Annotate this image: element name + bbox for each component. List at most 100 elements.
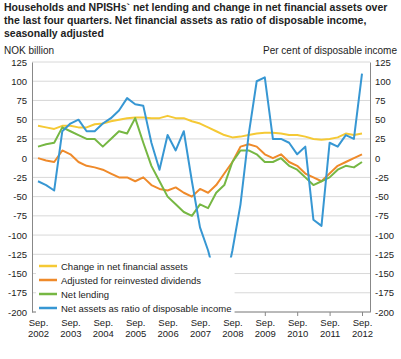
tick-label: -100 <box>375 230 394 241</box>
tick: -75 <box>370 210 389 221</box>
tick-mark <box>297 312 298 316</box>
tick-label: 75 <box>16 95 27 106</box>
tick-label: -200 <box>8 307 27 318</box>
tick-label: 50 <box>375 114 386 125</box>
tick-label: Sep.2010 <box>287 317 308 339</box>
legend-swatch <box>39 307 57 310</box>
tick-mark <box>265 312 266 316</box>
tick: 50 <box>370 114 386 125</box>
tick-label: 125 <box>11 57 27 68</box>
tick: 0 <box>22 153 32 164</box>
tick-mark <box>322 312 323 316</box>
grid-line <box>32 215 370 216</box>
tick <box>289 312 290 316</box>
grid-line <box>32 119 370 120</box>
tick: 25 <box>16 133 32 144</box>
tick <box>257 312 258 316</box>
tick: -75 <box>13 210 32 221</box>
y-axis: -200 -175 -150 -125 -100 -75 -50 -25 0 25 50 75 100 1… <box>8 57 33 318</box>
tick-label: 25 <box>16 133 27 144</box>
tick: -150 <box>370 268 394 279</box>
tick-label: -150 <box>8 268 27 279</box>
y2-axis-line <box>370 63 371 313</box>
tick-mark <box>313 312 314 316</box>
tick-label: -200 <box>375 307 394 318</box>
grid-line <box>32 100 370 101</box>
tick: 75 <box>370 95 386 106</box>
tick <box>354 312 355 316</box>
tick-label: Sep.2008 <box>222 317 243 339</box>
tick-label: -100 <box>8 230 27 241</box>
tick-label: -125 <box>8 249 27 260</box>
y-axis-title: NOK billion <box>4 45 54 56</box>
tick <box>346 312 347 316</box>
tick-label: Sep.2011 <box>320 317 340 339</box>
tick-label: 25 <box>375 133 386 144</box>
tick-label: -50 <box>13 191 27 202</box>
tick: Sep.2009 <box>255 312 276 339</box>
y2-axis-title: Per cent of disposable income <box>263 45 397 56</box>
tick-mark <box>249 312 250 316</box>
tick-mark <box>338 312 339 316</box>
lines <box>38 74 362 289</box>
tick-mark <box>289 312 290 316</box>
grid-line <box>32 81 370 82</box>
series-line <box>38 74 362 289</box>
tick: Sep.2012 <box>352 312 373 339</box>
tick-label: -25 <box>13 172 27 183</box>
tick: -200 <box>370 307 394 318</box>
series-line <box>38 118 362 216</box>
tick-label: 125 <box>375 57 391 68</box>
series-line <box>38 116 362 140</box>
legend-label: Change in net financial assets <box>61 261 188 272</box>
tick-mark <box>281 312 282 316</box>
tick: Sep.2011 <box>320 312 340 339</box>
tick: -25 <box>370 172 389 183</box>
tick: -25 <box>13 172 32 183</box>
tick-label: Sep.2009 <box>255 317 276 339</box>
tick-label: Sep.2002 <box>28 317 49 339</box>
legend-label: Adjusted for reinvested dividends <box>61 275 201 286</box>
tick-label: -25 <box>375 172 389 183</box>
tick: 125 <box>11 57 32 68</box>
series-line <box>38 144 362 196</box>
grid-line <box>32 235 370 236</box>
tick-label: -50 <box>375 191 389 202</box>
legend-swatch <box>39 293 57 296</box>
tick: 0 <box>370 153 380 164</box>
tick <box>313 312 314 316</box>
chart: Households and NPISHs` net lending and c… <box>0 0 401 359</box>
tick <box>305 312 306 316</box>
tick: 125 <box>370 57 391 68</box>
tick: -125 <box>8 249 32 260</box>
grid-line <box>32 177 370 178</box>
legend-swatch <box>39 265 57 268</box>
tick: -100 <box>370 230 394 241</box>
tick: 75 <box>16 95 32 106</box>
tick-mark <box>362 312 363 316</box>
tick-label: -125 <box>375 249 394 260</box>
tick: 50 <box>16 114 32 125</box>
tick-label: Sep.2004 <box>93 317 114 339</box>
tick: -150 <box>8 268 32 279</box>
legend-swatch <box>39 279 57 282</box>
tick: 25 <box>370 133 386 144</box>
legend-background <box>36 258 235 317</box>
grid-line <box>32 254 370 255</box>
tick-mark <box>330 312 331 316</box>
tick: -175 <box>8 287 32 298</box>
tick-label: Sep.2005 <box>125 317 146 339</box>
tick <box>241 312 242 316</box>
legend: Change in net financial assets Adjusted f… <box>36 258 235 317</box>
tick-mark <box>241 312 242 316</box>
tick-label: -150 <box>375 268 394 279</box>
tick-label: 50 <box>16 114 27 125</box>
grid-line <box>32 158 370 159</box>
tick <box>249 312 250 316</box>
grid-line <box>32 62 370 63</box>
tick <box>322 312 323 316</box>
y-axis-line <box>32 63 33 313</box>
legend-label: Net assets as ratio of disposable income <box>61 303 232 314</box>
tick: 100 <box>11 76 32 87</box>
tick-mark <box>273 312 274 316</box>
